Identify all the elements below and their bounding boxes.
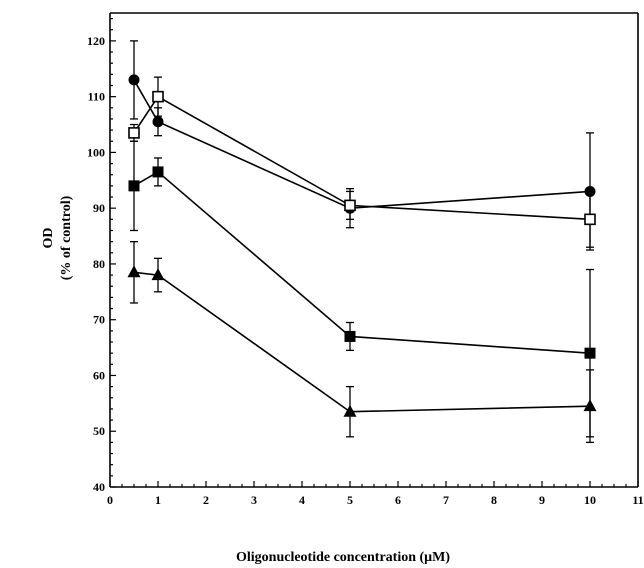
y-tick-label: 40 xyxy=(93,480,105,494)
series-layer xyxy=(127,40,597,444)
y-tick-label: 100 xyxy=(87,145,105,159)
data-point-triangle xyxy=(127,265,141,278)
series-3 xyxy=(128,140,596,438)
x-tick-label: 8 xyxy=(491,493,497,507)
data-point-circle xyxy=(128,74,140,86)
x-tick-label: 3 xyxy=(251,493,257,507)
data-point-square xyxy=(344,330,356,342)
x-tick-label: 10 xyxy=(584,493,596,507)
series-line xyxy=(133,79,591,209)
data-point-open-square xyxy=(344,199,356,212)
ticks: 0 1 2 3 4 5 6 7 8 9 10 11 40 50 60 70 80 90 100 110 120 xyxy=(87,17,644,507)
series-line xyxy=(133,95,591,221)
x-tick-label: 9 xyxy=(539,493,545,507)
data-point-square xyxy=(128,180,140,192)
data-point-triangle xyxy=(343,404,357,417)
data-point-square xyxy=(584,347,596,359)
data-point-square xyxy=(152,166,164,178)
data-point-open-square xyxy=(152,90,164,103)
x-tick-label: 11 xyxy=(632,493,643,507)
y-tick-label: 50 xyxy=(93,424,105,438)
x-tick-label: 5 xyxy=(347,493,353,507)
x-axis-title: Oligonucleotide concentration (μM) xyxy=(236,550,450,565)
series-line xyxy=(133,271,591,413)
data-point-open-square xyxy=(128,127,140,139)
data-point-circle xyxy=(152,116,164,128)
y-tick-label: 110 xyxy=(88,90,105,104)
x-tick-label: 7 xyxy=(443,493,449,507)
y-tick-label: 80 xyxy=(93,257,105,271)
data-point-triangle xyxy=(583,399,597,412)
y-tick-label: 60 xyxy=(93,368,105,382)
data-point-triangle xyxy=(151,268,165,281)
y-tick-label: 120 xyxy=(87,34,105,48)
y-axis-subtitle: (% of control) xyxy=(59,195,74,280)
x-tick-label: 2 xyxy=(203,493,209,507)
series-line xyxy=(133,170,591,354)
x-tick-label: 6 xyxy=(395,493,401,507)
y-tick-label: 90 xyxy=(93,201,105,215)
series-4 xyxy=(127,240,597,444)
axes xyxy=(109,12,639,488)
series-1 xyxy=(128,40,596,251)
y-axis-title: OD xyxy=(41,228,56,249)
series-2 xyxy=(128,76,596,248)
x-tick-label: 4 xyxy=(299,493,305,507)
x-tick-label: 0 xyxy=(107,493,113,507)
y-tick-label: 70 xyxy=(93,313,105,327)
data-point-open-square xyxy=(584,213,596,226)
x-tick-label: 1 xyxy=(155,493,161,507)
